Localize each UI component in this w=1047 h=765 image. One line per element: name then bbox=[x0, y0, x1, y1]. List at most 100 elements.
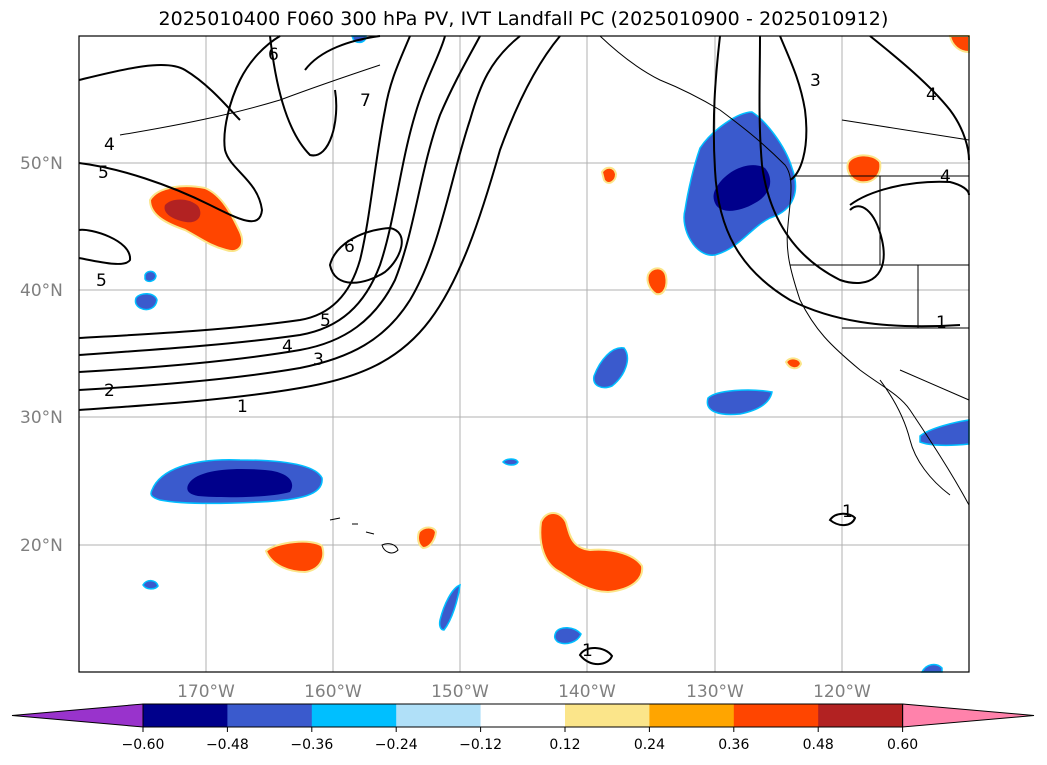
contour-label: 6 bbox=[344, 237, 355, 257]
neg-blob-34n bbox=[593, 347, 629, 389]
colorbar-segment bbox=[649, 704, 735, 727]
colorbar-segment bbox=[227, 704, 313, 727]
colorbar-segment bbox=[143, 704, 228, 727]
contour-5 bbox=[78, 35, 411, 339]
colorbar-tick-label: 0.36 bbox=[718, 737, 749, 753]
lat-label-40n: 40°N bbox=[20, 281, 63, 301]
contour-label: 6 bbox=[268, 45, 279, 65]
contour-7 bbox=[304, 35, 381, 71]
lon-label-130w: 130°W bbox=[686, 682, 744, 702]
neg-blob-13n bbox=[553, 627, 582, 645]
contour-label: 1 bbox=[842, 502, 853, 522]
pos-blob-41n bbox=[646, 267, 668, 296]
colorbar-segment bbox=[818, 704, 904, 727]
contour-3 bbox=[78, 35, 481, 373]
pos-blob-21n bbox=[417, 526, 438, 550]
contour-east-4b bbox=[849, 180, 970, 206]
lon-label-120w: 120°W bbox=[813, 682, 871, 702]
contour-1 bbox=[78, 35, 561, 411]
neg-blob-41n bbox=[144, 270, 157, 283]
colorbar-tick-label: 0.48 bbox=[803, 737, 834, 753]
contour-6-north bbox=[269, 35, 338, 157]
contour-east-3 bbox=[779, 35, 808, 181]
contour-label: 3 bbox=[313, 350, 324, 370]
lat-label-20n: 20°N bbox=[20, 536, 63, 556]
neg-blob-south-edge bbox=[920, 663, 943, 673]
colorbar-segment bbox=[311, 704, 397, 727]
colorbar-tick-label: −0.24 bbox=[375, 737, 418, 753]
lat-label-30n: 30°N bbox=[20, 408, 63, 428]
pv-contours bbox=[78, 35, 970, 666]
colorbar-tick-label: 0.12 bbox=[549, 737, 580, 753]
aleutians bbox=[119, 64, 381, 136]
contour-closed-12n bbox=[578, 647, 614, 666]
pos-blob-47n-core bbox=[164, 199, 201, 223]
neg-blob-15n bbox=[438, 583, 461, 631]
contour-label: 5 bbox=[96, 271, 107, 291]
colorbar-tick-label: 0.24 bbox=[634, 737, 665, 753]
neg-blob-16n bbox=[142, 579, 159, 590]
pos-blob-20n-b bbox=[539, 512, 644, 594]
colorbar-extend-high bbox=[902, 703, 1035, 728]
lon-label-170w: 170°W bbox=[177, 682, 235, 702]
longitude-labels: 170°W 160°W 150°W 140°W 130°W 120°W bbox=[177, 682, 871, 702]
baja-coast bbox=[879, 379, 951, 496]
contour-east-4 bbox=[869, 35, 970, 161]
latitude-labels: 50°N 40°N 30°N 20°N bbox=[20, 154, 63, 556]
lon-label-160w: 160°W bbox=[304, 682, 362, 702]
contour-6-closed bbox=[328, 226, 403, 284]
contour-4-nw bbox=[78, 64, 241, 121]
contour-label: 2 bbox=[104, 381, 115, 401]
lon-label-150w: 150°W bbox=[431, 682, 489, 702]
contour-label: 5 bbox=[98, 163, 109, 183]
colorbar-segments bbox=[11, 703, 1035, 728]
contour-5-west bbox=[78, 228, 132, 265]
contour-closed-20n bbox=[828, 512, 857, 526]
colorbar-extend-low bbox=[11, 703, 144, 728]
pos-blob-34n-east bbox=[784, 357, 803, 370]
contour-label: 4 bbox=[282, 337, 293, 357]
negative-anomaly-fills bbox=[134, 35, 970, 673]
colorbar-tick-label: −0.36 bbox=[290, 737, 333, 753]
hawaii-islands bbox=[329, 517, 399, 554]
contour-east-1 bbox=[712, 35, 961, 328]
neg-blob-25n-core bbox=[187, 468, 293, 498]
contour-label: 4 bbox=[926, 85, 937, 105]
contour-2 bbox=[78, 35, 521, 391]
coastlines bbox=[119, 35, 970, 554]
positive-anomaly-fills bbox=[148, 35, 970, 594]
colorbar-segment bbox=[733, 704, 819, 727]
colorbar-segment bbox=[565, 704, 650, 727]
contour-4 bbox=[78, 35, 446, 356]
contour-label: 1 bbox=[237, 397, 248, 417]
pos-blob-20n-a bbox=[264, 540, 325, 574]
contour-label: 7 bbox=[360, 91, 371, 111]
neg-blob-39n bbox=[134, 293, 158, 311]
lon-label-140w: 140°W bbox=[558, 682, 616, 702]
map-frame bbox=[78, 35, 970, 673]
neg-blob-26n bbox=[501, 458, 519, 466]
contour-label: 1 bbox=[582, 641, 593, 661]
colorbar-tick-label: 0.60 bbox=[887, 737, 918, 753]
contour-label: 4 bbox=[104, 135, 115, 155]
contour-labels: 6 7 4 5 6 5 4 3 2 1 3 4 4 1 1 1 5 bbox=[96, 45, 951, 661]
contour-east-2 bbox=[758, 35, 885, 285]
state-lines bbox=[790, 119, 970, 401]
colorbar-tick-label: −0.60 bbox=[122, 737, 165, 753]
map-title: 2025010400 F060 300 hPa PV, IVT Landfall… bbox=[158, 8, 889, 30]
north-america-coast bbox=[599, 35, 970, 506]
contour-label: 5 bbox=[320, 311, 331, 331]
neg-blob-31n bbox=[706, 389, 773, 416]
contour-label: 1 bbox=[936, 313, 947, 333]
colorbar: −0.60 −0.48 −0.36 −0.24 −0.12 0.12 0.24 0.36 0.4… bbox=[11, 703, 1035, 753]
pos-blob-49n-east bbox=[846, 154, 882, 184]
colorbar-tick-label: −0.12 bbox=[459, 737, 502, 753]
neg-blob-pnw-core bbox=[713, 165, 771, 211]
colorbar-outline bbox=[142, 703, 904, 728]
map-panel: 6 7 4 5 6 5 4 3 2 1 3 4 4 1 1 1 5 bbox=[78, 35, 970, 673]
contour-label: 3 bbox=[810, 71, 821, 91]
colorbar-segment bbox=[480, 704, 566, 727]
contour-label: 4 bbox=[940, 167, 951, 187]
colorbar-tick-label: −0.48 bbox=[206, 737, 249, 753]
lat-label-50n: 50°N bbox=[20, 154, 63, 174]
